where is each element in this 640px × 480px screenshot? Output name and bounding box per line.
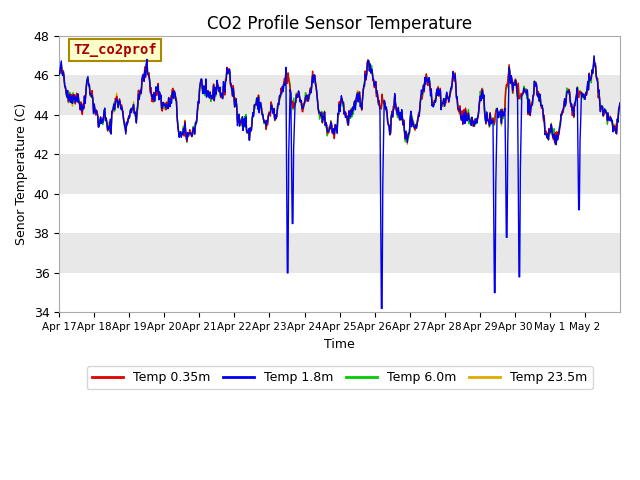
Temp 1.8m [397,109,404,115]
Temp 0.35m [413,125,420,131]
Temp 0.35m [381,101,388,107]
Temp 23.5m [481,108,488,113]
Temp 23.5m [590,54,598,60]
Temp 0.35m [481,110,488,116]
Temp 0.35m [616,102,624,108]
Temp 1.8m [481,118,489,123]
Line: Temp 23.5m: Temp 23.5m [59,57,620,144]
Line: Temp 1.8m: Temp 1.8m [59,56,620,309]
Temp 1.8m [539,107,547,113]
Bar [59,75,620,115]
Temp 23.5m [551,142,559,147]
Temp 6.0m [552,142,560,147]
Temp 0.35m [552,142,560,147]
Temp 6.0m [381,100,388,106]
Temp 6.0m [396,117,403,123]
Temp 0.35m [90,109,97,115]
Temp 6.0m [616,100,624,106]
Bar [59,273,620,312]
Temp 1.8m [413,120,421,126]
Temp 1.8m [378,306,385,312]
Temp 23.5m [396,116,403,121]
Title: CO2 Profile Sensor Temperature: CO2 Profile Sensor Temperature [207,15,472,33]
Temp 1.8m [616,100,624,106]
Temp 23.5m [616,100,624,106]
Temp 6.0m [90,104,97,109]
Text: TZ_co2prof: TZ_co2prof [73,43,157,57]
Temp 1.8m [90,111,97,117]
Bar [59,233,620,273]
Temp 23.5m [55,73,63,79]
Bar [59,194,620,233]
Temp 23.5m [538,105,546,110]
Temp 6.0m [538,103,546,109]
Bar [59,115,620,155]
Legend: Temp 0.35m, Temp 1.8m, Temp 6.0m, Temp 23.5m: Temp 0.35m, Temp 1.8m, Temp 6.0m, Temp 2… [86,366,593,389]
Temp 0.35m [55,71,63,76]
Temp 1.8m [381,107,389,112]
Temp 23.5m [90,109,97,115]
Temp 0.35m [538,105,546,111]
Bar [59,155,620,194]
Temp 23.5m [413,124,420,130]
Bar [59,36,620,75]
Temp 0.35m [396,117,403,123]
Temp 1.8m [55,72,63,77]
Temp 6.0m [590,55,598,61]
Temp 6.0m [55,72,63,78]
Y-axis label: Senor Temperature (C): Senor Temperature (C) [15,103,28,245]
Line: Temp 0.35m: Temp 0.35m [59,60,620,144]
Temp 6.0m [413,124,420,130]
X-axis label: Time: Time [324,337,355,351]
Temp 23.5m [381,100,388,106]
Temp 6.0m [481,106,488,111]
Temp 1.8m [590,53,598,59]
Temp 0.35m [590,57,598,62]
Line: Temp 6.0m: Temp 6.0m [59,58,620,144]
